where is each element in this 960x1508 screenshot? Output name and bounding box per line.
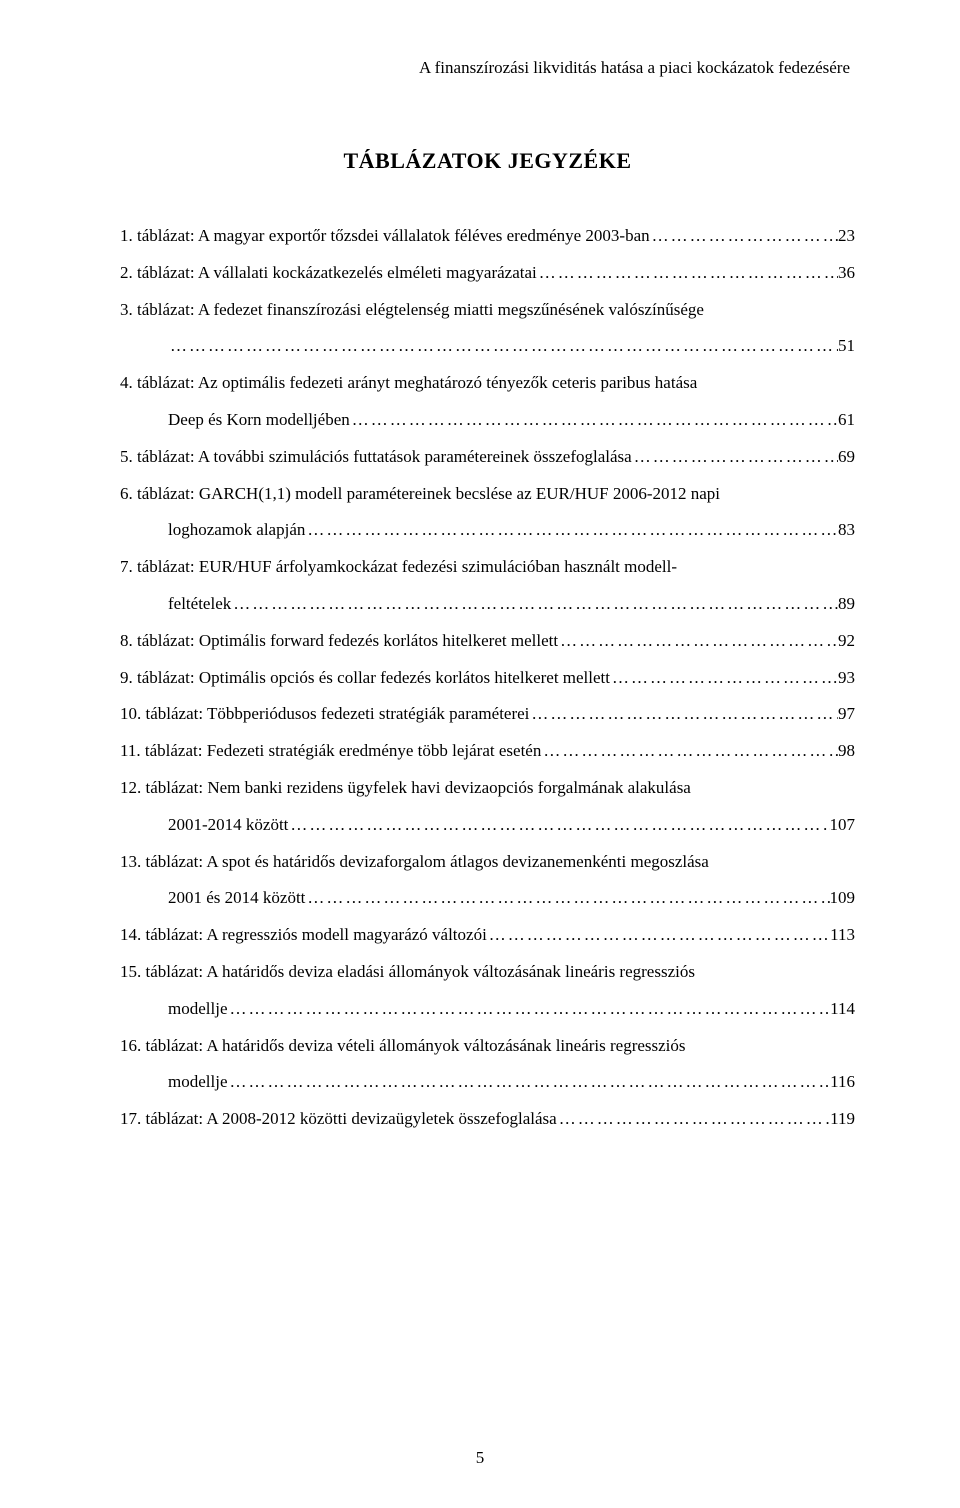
toc-entry-text: 1. táblázat: A magyar exportőr tőzsdei v… [120, 224, 650, 248]
toc-leader-dots [227, 1070, 830, 1094]
toc-entry-continuation: modellje 116 [120, 1070, 855, 1094]
toc-entry: 4. táblázat: Az optimális fedezeti arány… [120, 371, 855, 432]
toc-entry: 5. táblázat: A további szimulációs futta… [120, 445, 855, 469]
section-title: TÁBLÁZATOK JEGYZÉKE [120, 148, 855, 174]
toc-entry-continuation: 2001-2014 között 107 [120, 813, 855, 837]
toc-leader-dots [288, 813, 829, 837]
toc-leader-dots [541, 739, 838, 763]
toc-entry-text: 4. táblázat: Az optimális fedezeti arány… [120, 371, 855, 395]
toc-entry-continuation-text: loghozamok alapján [168, 518, 305, 542]
toc-leader-dots [305, 518, 838, 542]
toc-entry: 7. táblázat: EUR/HUF árfolyamkockázat fe… [120, 555, 855, 616]
toc-leader-dots [350, 408, 838, 432]
table-of-contents: 1. táblázat: A magyar exportőr tőzsdei v… [120, 224, 855, 1131]
toc-entry-text: 5. táblázat: A további szimulációs futta… [120, 445, 632, 469]
toc-leader-dots [227, 997, 830, 1021]
toc-page-number: 109 [830, 886, 856, 910]
toc-page-number: 116 [830, 1070, 855, 1094]
toc-entry-continuation: loghozamok alapján 83 [120, 518, 855, 542]
toc-page-number: 61 [838, 408, 855, 432]
toc-entry-continuation: feltételek 89 [120, 592, 855, 616]
toc-entry-continuation-text: 2001-2014 között [168, 813, 288, 837]
toc-leader-dots [537, 261, 838, 285]
toc-entry: 1. táblázat: A magyar exportőr tőzsdei v… [120, 224, 855, 248]
toc-entry-continuation-text: modellje [168, 997, 227, 1021]
toc-entry: 2. táblázat: A vállalati kockázatkezelés… [120, 261, 855, 285]
page-header: A finanszírozási likviditás hatása a pia… [120, 58, 855, 78]
toc-entry-text: 15. táblázat: A határidős deviza eladási… [120, 960, 855, 984]
toc-leader-dots [558, 629, 838, 653]
toc-entry-continuation-text: Deep és Korn modelljében [168, 408, 350, 432]
toc-entry: 16. táblázat: A határidős deviza vételi … [120, 1034, 855, 1095]
toc-page-number: 83 [838, 518, 855, 542]
toc-leader-dots [650, 224, 838, 248]
toc-leader-dots [168, 334, 838, 358]
toc-entry-text: 13. táblázat: A spot és határidős deviza… [120, 850, 855, 874]
toc-entry-text: 8. táblázat: Optimális forward fedezés k… [120, 629, 558, 653]
toc-page-number: 119 [830, 1107, 855, 1131]
toc-entry-continuation: 51 [120, 334, 855, 358]
toc-leader-dots [632, 445, 838, 469]
toc-leader-dots [529, 702, 838, 726]
toc-entry-text: 10. táblázat: Többperiódusos fedezeti st… [120, 702, 529, 726]
toc-leader-dots [231, 592, 838, 616]
toc-entry-continuation-text: modellje [168, 1070, 227, 1094]
toc-entry-text: 12. táblázat: Nem banki rezidens ügyfele… [120, 776, 855, 800]
toc-entry-continuation-text: feltételek [168, 592, 231, 616]
toc-entry-text: 14. táblázat: A regressziós modell magya… [120, 923, 487, 947]
toc-entry-text: 7. táblázat: EUR/HUF árfolyamkockázat fe… [120, 555, 855, 579]
toc-entry: 12. táblázat: Nem banki rezidens ügyfele… [120, 776, 855, 837]
toc-entry-text: 9. táblázat: Optimális opciós és collar … [120, 666, 610, 690]
toc-entry-text: 3. táblázat: A fedezet finanszírozási el… [120, 298, 855, 322]
toc-entry-continuation: modellje 114 [120, 997, 855, 1021]
toc-entry-text: 2. táblázat: A vállalati kockázatkezelés… [120, 261, 537, 285]
toc-entry: 17. táblázat: A 2008-2012 közötti deviza… [120, 1107, 855, 1131]
toc-entry: 8. táblázat: Optimális forward fedezés k… [120, 629, 855, 653]
toc-entry: 14. táblázat: A regressziós modell magya… [120, 923, 855, 947]
toc-entry-text: 6. táblázat: GARCH(1,1) modell paraméter… [120, 482, 855, 506]
toc-page-number: 69 [838, 445, 855, 469]
toc-leader-dots [487, 923, 830, 947]
toc-page-number: 113 [830, 923, 855, 947]
toc-page-number: 97 [838, 702, 855, 726]
toc-entry-continuation: Deep és Korn modelljében 61 [120, 408, 855, 432]
toc-entry-text: 11. táblázat: Fedezeti stratégiák eredmé… [120, 739, 541, 763]
toc-entry: 11. táblázat: Fedezeti stratégiák eredmé… [120, 739, 855, 763]
toc-entry: 3. táblázat: A fedezet finanszírozási el… [120, 298, 855, 359]
toc-page-number: 92 [838, 629, 855, 653]
toc-entry-text: 16. táblázat: A határidős deviza vételi … [120, 1034, 855, 1058]
toc-entry: 9. táblázat: Optimális opciós és collar … [120, 666, 855, 690]
toc-page-number: 98 [838, 739, 855, 763]
page-number: 5 [476, 1448, 485, 1468]
toc-entry-continuation-text: 2001 és 2014 között [168, 886, 305, 910]
toc-page-number: 107 [830, 813, 856, 837]
toc-leader-dots [305, 886, 829, 910]
toc-page-number: 36 [838, 261, 855, 285]
toc-entry: 10. táblázat: Többperiódusos fedezeti st… [120, 702, 855, 726]
toc-entry-text: 17. táblázat: A 2008-2012 közötti deviza… [120, 1107, 557, 1131]
toc-entry: 13. táblázat: A spot és határidős deviza… [120, 850, 855, 911]
toc-page-number: 93 [838, 666, 855, 690]
toc-page-number: 23 [838, 224, 855, 248]
toc-page-number: 89 [838, 592, 855, 616]
toc-page-number: 51 [838, 334, 855, 358]
toc-page-number: 114 [830, 997, 855, 1021]
toc-leader-dots [610, 666, 838, 690]
toc-entry: 6. táblázat: GARCH(1,1) modell paraméter… [120, 482, 855, 543]
toc-entry-continuation: 2001 és 2014 között 109 [120, 886, 855, 910]
toc-leader-dots [557, 1107, 830, 1131]
toc-entry: 15. táblázat: A határidős deviza eladási… [120, 960, 855, 1021]
